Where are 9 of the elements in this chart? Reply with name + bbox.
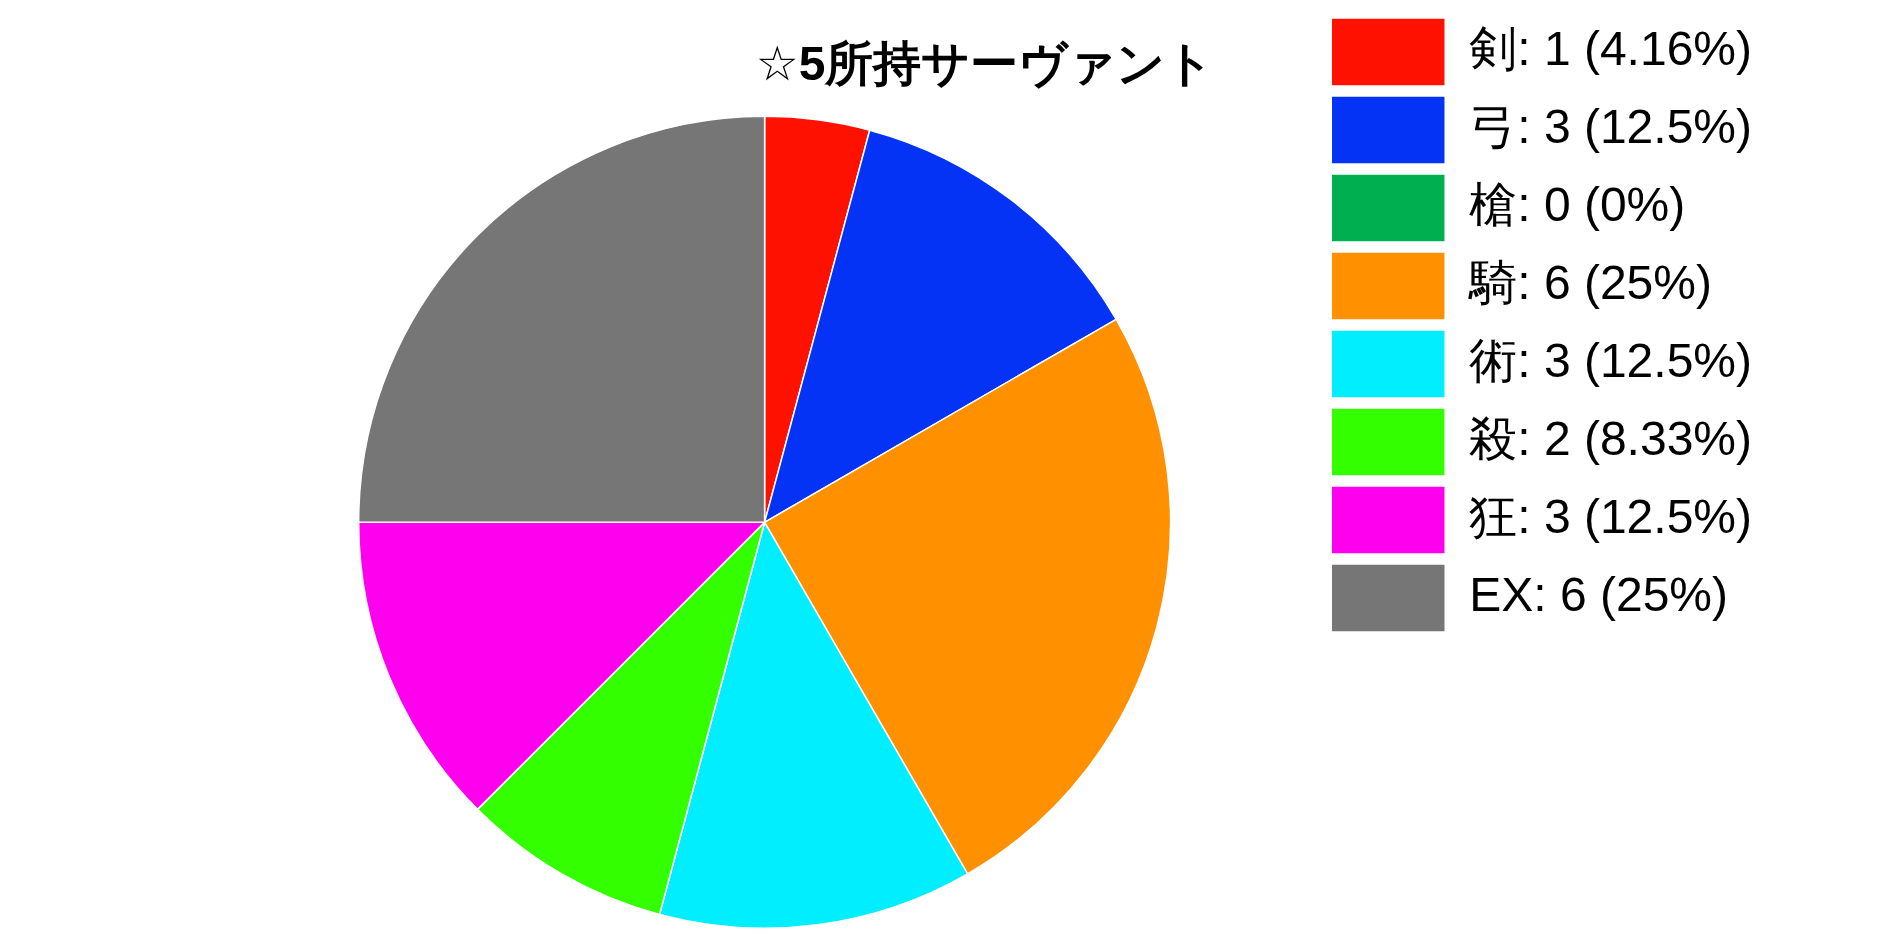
legend-label: 弓: 3 (12.5%) [1469, 100, 1753, 154]
legend-label: 狂: 3 (12.5%) [1469, 490, 1753, 544]
legend-label: 術: 3 (12.5%) [1469, 334, 1753, 388]
legend-label: EX: 6 (25%) [1469, 568, 1729, 622]
legend-label: 槍: 0 (0%) [1469, 178, 1686, 232]
legend-label: 剣: 1 (4.16%) [1469, 22, 1753, 76]
legend-label: 殺: 2 (8.33%) [1469, 412, 1753, 466]
chart-title: ☆5所持サーヴァント [755, 37, 1215, 91]
legend-label: 騎: 6 (25%) [1468, 256, 1712, 310]
